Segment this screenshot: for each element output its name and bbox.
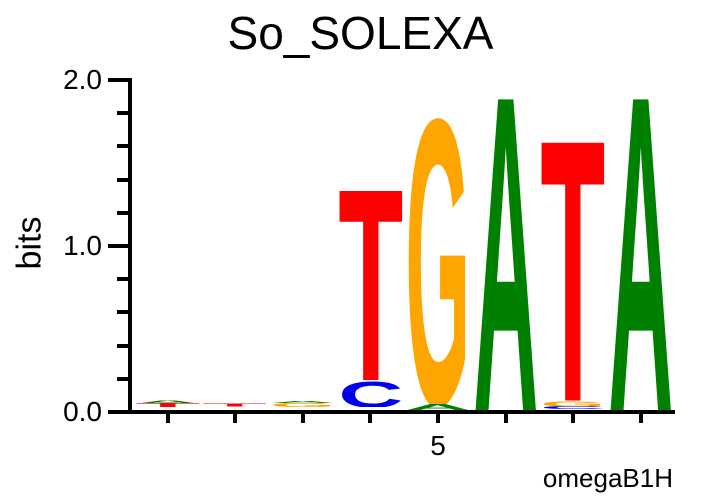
logo-letter-T: T	[201, 403, 269, 407]
x-tick	[436, 414, 440, 423]
x-tick	[368, 414, 373, 423]
svg-text:A: A	[608, 78, 673, 410]
y-major-tick	[108, 244, 128, 248]
svg-text:C: C	[338, 380, 403, 407]
logo-letter-T: T	[337, 178, 405, 381]
x-tick	[165, 414, 170, 423]
footer-label: omegaB1H	[542, 463, 673, 493]
logo-letter-T: T	[134, 403, 202, 407]
svg-text:A: A	[406, 404, 471, 410]
svg-text:G: G	[541, 401, 606, 406]
logo-letter-C: C	[539, 406, 607, 409]
y-minor-tick	[117, 277, 128, 282]
logo-letter-A: A	[269, 401, 337, 403]
svg-text:G: G	[406, 103, 471, 404]
chart-title: So_SOLEXA	[227, 7, 494, 59]
y-tick-label: 0.0	[63, 396, 102, 427]
svg-text:G: G	[270, 403, 335, 407]
svg-text:T: T	[338, 178, 403, 381]
logo-letter-G: G	[539, 401, 607, 406]
y-major-tick	[108, 78, 128, 82]
y-minor-tick	[117, 210, 128, 215]
logo-letter-T: T	[539, 125, 607, 401]
svg-text:T: T	[135, 403, 200, 407]
x-tick-label-5: 5	[430, 430, 446, 461]
logo-letter-G: G	[269, 403, 337, 407]
logo-letter-C: C	[337, 380, 405, 407]
svg-text:T: T	[541, 125, 606, 401]
logo-letter-A: A	[404, 404, 472, 410]
svg-text:C: C	[541, 406, 606, 409]
y-tick-label: 1.0	[63, 230, 102, 261]
x-axis-line	[128, 410, 676, 414]
logo-letter-A: A	[134, 400, 202, 404]
y-minor-tick	[117, 343, 128, 348]
y-minor-tick	[117, 310, 128, 315]
svg-text:A: A	[270, 401, 335, 403]
y-major-tick	[108, 410, 128, 414]
y-minor-tick	[117, 177, 128, 182]
logo-letter-A: A	[472, 78, 540, 410]
svg-text:A: A	[473, 78, 538, 410]
y-axis-line	[128, 78, 132, 414]
logo-letter-G: G	[404, 103, 472, 404]
y-minor-tick	[117, 376, 128, 381]
x-tick	[503, 414, 508, 423]
logo-letter-A: A	[607, 78, 675, 410]
x-tick	[300, 414, 305, 423]
svg-text:A: A	[135, 400, 200, 404]
x-tick	[233, 414, 238, 423]
x-tick	[571, 414, 576, 423]
y-minor-tick	[117, 144, 128, 149]
y-minor-tick	[117, 111, 128, 116]
svg-text:T: T	[203, 403, 268, 407]
x-tick	[638, 414, 643, 423]
y-tick-label: 2.0	[63, 64, 102, 95]
